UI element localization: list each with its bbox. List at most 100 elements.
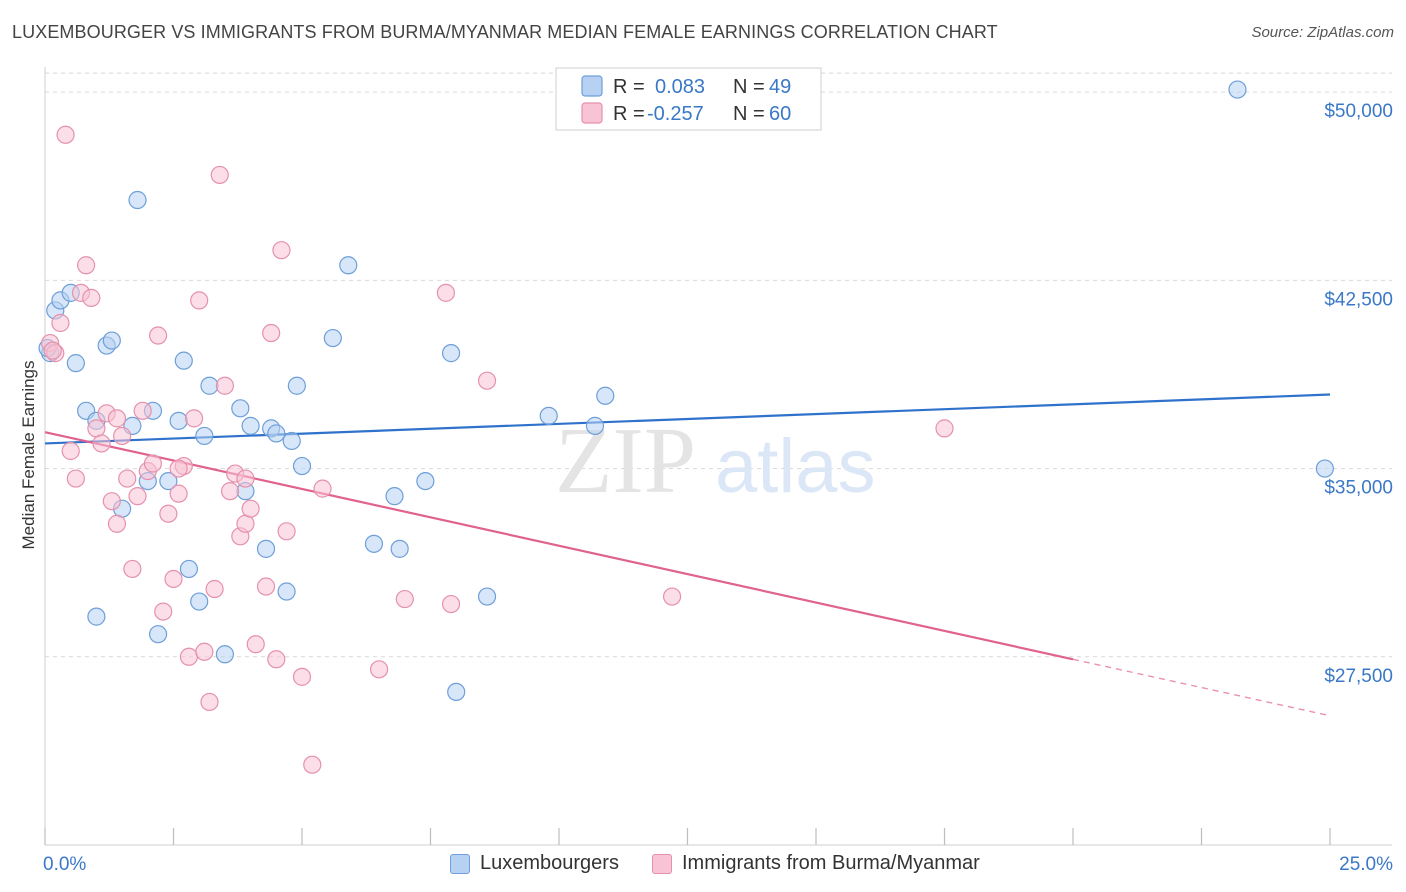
axes (44, 67, 1392, 846)
luxembourger-point (477, 587, 497, 606)
luxembourger-point (256, 539, 276, 558)
luxembourger-point (539, 406, 558, 425)
luxembourger-point (596, 386, 615, 405)
luxembourger-point (1228, 80, 1247, 99)
burma-point (164, 569, 183, 589)
luxembourger-point (179, 559, 199, 579)
burma-point (77, 256, 96, 275)
y-tick-label: $27,500 (1324, 666, 1393, 687)
burma-point (51, 313, 70, 333)
burma-point (370, 660, 389, 679)
legend-pink-n-label: N = (733, 103, 765, 125)
luxembourger-point (585, 416, 605, 435)
burma-point (87, 419, 106, 438)
legend-pink-r-label: R = (613, 103, 645, 125)
burma-point (61, 441, 80, 461)
luxembourger-point (282, 431, 301, 451)
burma-point (154, 602, 173, 621)
luxembourger-point (169, 411, 188, 430)
burma-point (272, 241, 291, 260)
watermark-atlas: atlas (715, 424, 876, 509)
burma-point (179, 647, 199, 666)
luxembourger-point (364, 534, 384, 553)
luxembourger-point (241, 416, 260, 435)
burma-point (303, 755, 322, 774)
burma-point (477, 371, 497, 390)
burma-point (313, 479, 332, 498)
burma-point (256, 577, 276, 596)
burma-point (148, 326, 168, 345)
burma-point (43, 341, 62, 360)
burma-point (82, 288, 101, 307)
watermark: ZIP atlas (555, 409, 876, 513)
legend-item-luxembourgers: Luxembourgers (450, 852, 619, 875)
luxembourger-point (200, 376, 219, 395)
burma-point (246, 635, 265, 654)
burma-point (169, 459, 188, 478)
burma-point (220, 482, 240, 501)
luxembourger-point (102, 331, 121, 350)
legend-blue-n-value: 49 (769, 76, 791, 98)
burma-point (241, 499, 260, 518)
burma-trend-line (44, 431, 1074, 661)
legend-pink-n-value: 60 (769, 103, 791, 125)
burma-point (159, 504, 178, 523)
legend-pink-swatch (581, 102, 603, 124)
luxembourger-point (1315, 459, 1334, 478)
burma-point (107, 409, 127, 428)
burma-point (395, 589, 414, 609)
luxembourger-point (128, 190, 147, 210)
burma-point (195, 642, 214, 661)
burma-point (205, 579, 224, 599)
burma-point (107, 514, 127, 533)
luxembourger-point (390, 539, 409, 558)
luxembourger-point (287, 376, 306, 395)
burma-point (66, 469, 85, 488)
legend-blue-swatch (581, 75, 603, 97)
x-tick-label: 0.0% (43, 854, 86, 875)
legend-item-burma: Immigrants from Burma/Myanmar (652, 852, 980, 875)
luxembourger-point (159, 471, 178, 491)
legend-luxembourgers-label: Luxembourgers (480, 852, 619, 874)
legend-blue-r-value: 0.083 (655, 76, 705, 98)
burma-point (56, 125, 75, 144)
trend-lines (44, 393, 1331, 717)
burma-point (662, 587, 682, 606)
burma-point (292, 667, 312, 686)
luxembourger-trend-line (44, 393, 1331, 445)
burma-point (262, 323, 281, 343)
grid-lines (45, 72, 1392, 658)
burma-point (441, 594, 461, 614)
luxembourger-point (148, 625, 168, 644)
y-tick-label: $35,000 (1324, 478, 1393, 499)
watermark-zip: ZIP (555, 409, 696, 513)
burma-point (190, 291, 209, 310)
legend-burma-swatch (652, 853, 672, 874)
burma-point (128, 487, 147, 506)
burma-point (92, 434, 111, 453)
burma-point (436, 283, 456, 302)
tick-labels: $27,500 $35,000 $42,500 $50,000 0.0% 25.0% (43, 101, 1393, 875)
burma-point (102, 492, 121, 511)
legend-blue-n-label: N = (733, 76, 765, 98)
luxembourger-point (416, 471, 435, 491)
legend-luxembourgers-swatch (450, 853, 470, 874)
chart-title: LUXEMBOURGER VS IMMIGRANTS FROM BURMA/MY… (12, 22, 998, 42)
burma-point (123, 559, 142, 579)
luxembourger-point (215, 645, 234, 664)
burma-point (277, 522, 296, 541)
burma-point (118, 469, 137, 488)
y-tick-label: $42,500 (1324, 289, 1393, 310)
burma-point (169, 484, 188, 503)
burma-point (184, 409, 204, 428)
legend-burma-label: Immigrants from Burma/Myanmar (682, 852, 980, 874)
burma-point (200, 692, 219, 712)
luxembourger-point (195, 426, 214, 446)
luxembourger-point (323, 328, 342, 348)
y-axis-label: Median Female Earnings (19, 361, 38, 550)
luxembourger-point (277, 582, 296, 601)
burma-point (236, 469, 255, 488)
burma-point (236, 514, 255, 533)
luxembourger-point (66, 354, 85, 373)
legend-blue-r-label: R = (613, 76, 645, 98)
